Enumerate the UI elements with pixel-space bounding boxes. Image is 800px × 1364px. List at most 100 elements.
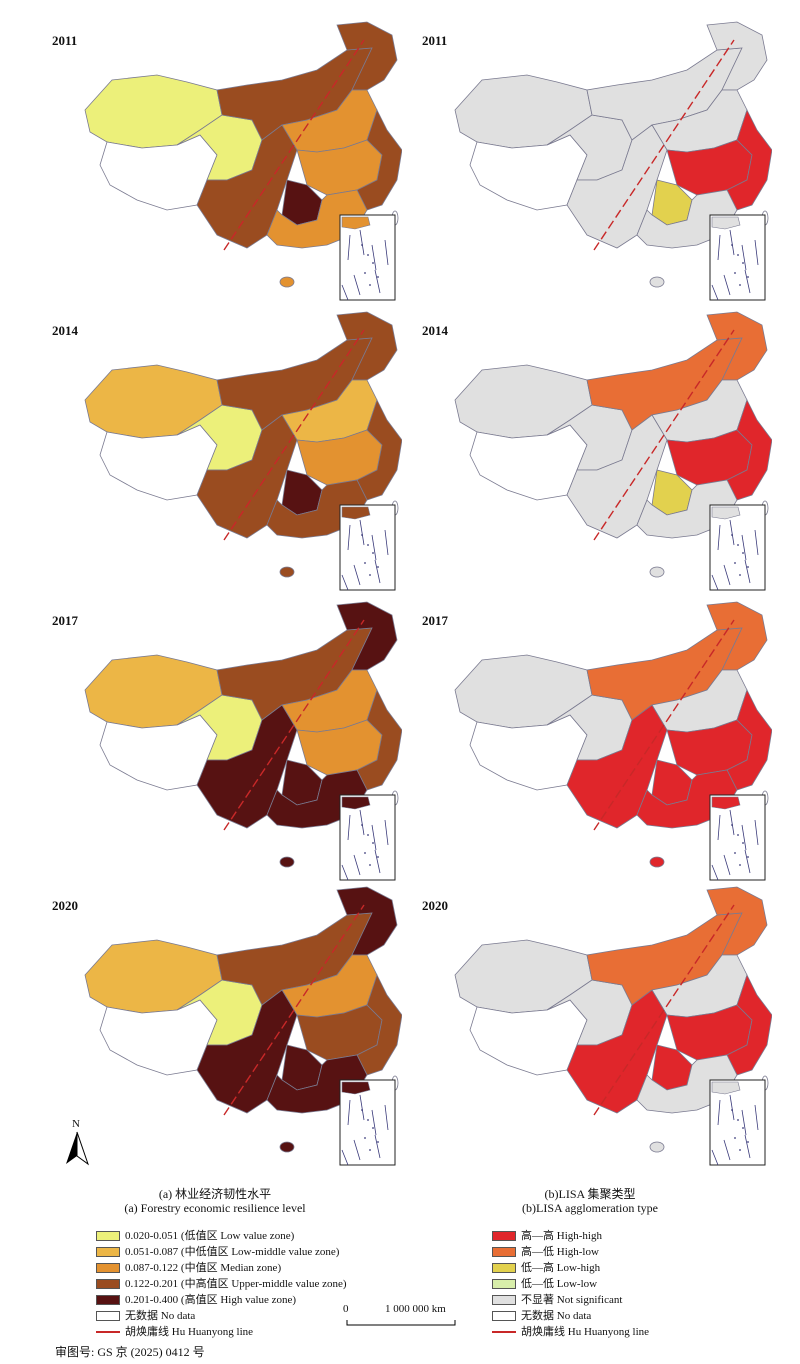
legend-item: 0.201-0.400 (高值区 High value zone) (96, 1292, 347, 1308)
north-label: N (72, 1118, 80, 1130)
region-east (726, 108, 772, 211)
hainan-island (279, 1141, 295, 1153)
panel-year-label: 2017 (52, 613, 78, 628)
legend-swatch-median (96, 1263, 120, 1273)
caption-a-cn: (a) 林业经济韧性水平 (158, 1187, 272, 1201)
hu-huanyong-line (223, 39, 365, 251)
region-ne (706, 311, 768, 381)
hu-huanyong-line (593, 619, 735, 831)
legend-swatch-lh (492, 1263, 516, 1273)
legend-label: 不显著 Not significant (521, 1294, 623, 1306)
b-map-2017 (454, 601, 772, 881)
legend-item: 不显著 Not significant (492, 1292, 649, 1308)
legend-label: 低—高 Low-high (521, 1262, 601, 1274)
legend-b: 高—高 High-high 高—低 High-low 低—高 Low-high 低—低… (492, 1228, 649, 1340)
south-china-sea-inset (339, 214, 396, 301)
hu-huanyong-line (593, 329, 735, 541)
legend-line-swatch (96, 1331, 120, 1333)
region-ne (336, 886, 398, 956)
scale-bar-line (346, 1320, 456, 1326)
legend-label: 低—低 Low-low (521, 1278, 598, 1290)
a-map-panel-2017: 2017 (42, 595, 402, 885)
caption-b-cn: (b)LISA 集聚类型 (544, 1187, 636, 1201)
hainan-island (649, 566, 665, 578)
region-east (726, 973, 772, 1076)
south-china-sea-inset (339, 794, 396, 881)
hu-huanyong-line (223, 904, 365, 1116)
legend-a: 0.020-0.051 (低值区 Low value zone) 0.051-0.… (96, 1228, 347, 1340)
legend-label: 胡焕庸线 Hu Huanyong line (521, 1326, 650, 1338)
hu-huanyong-line (593, 904, 735, 1116)
legend-label: 高—高 High-high (521, 1230, 602, 1242)
legend-label: 胡焕庸线 Hu Huanyong line (125, 1326, 254, 1338)
legend-item: 低—低 Low-low (492, 1276, 649, 1292)
b-map-2020 (454, 886, 772, 1166)
region-ne (706, 601, 768, 671)
legend-item: 低—高 Low-high (492, 1260, 649, 1276)
caption-b: (b)LISA 集聚类型 (b)LISA agglomeration type (480, 1187, 700, 1215)
legend-item: 0.087-0.122 (中值区 Median zone) (96, 1260, 347, 1276)
legend-label: 无数据 No data (125, 1310, 196, 1322)
legend-swatch-ns (492, 1295, 516, 1305)
b-map-2014 (454, 311, 772, 591)
legend-swatch-high (96, 1295, 120, 1305)
legend-swatch-uppermid (96, 1279, 120, 1289)
a-map-2020 (84, 886, 402, 1166)
south-china-sea-inset (339, 1079, 396, 1166)
a-map-panel-2020: 2020 (42, 880, 402, 1170)
caption-b-en: (b)LISA agglomeration type (522, 1201, 658, 1215)
scale-distance-label: 1 000 000 km (385, 1303, 446, 1315)
legend-swatch-nodata (96, 1311, 120, 1321)
north-arrow-icon: N (62, 1118, 92, 1168)
region-ne (336, 311, 398, 381)
legend-item: 无数据 No data (96, 1308, 347, 1324)
legend-item: 无数据 No data (492, 1308, 649, 1324)
legend-swatch-ll (492, 1279, 516, 1289)
legend-label: 高—低 High-low (521, 1246, 599, 1258)
hainan-island (649, 1141, 665, 1153)
caption-a-en: (a) Forestry economic resilience level (124, 1201, 306, 1215)
region-east (356, 108, 402, 211)
legend-line-swatch (492, 1331, 516, 1333)
a-map-2017 (84, 601, 402, 881)
region-ne (706, 886, 768, 956)
b-map-panel-2011: 2011 (412, 15, 772, 305)
a-map-2014 (84, 311, 402, 591)
caption-a: (a) 林业经济韧性水平 (a) Forestry economic resil… (80, 1187, 350, 1215)
legend-label: 0.051-0.087 (中低值区 Low-middle value zone) (125, 1246, 340, 1258)
legend-label: 0.020-0.051 (低值区 Low value zone) (125, 1230, 295, 1242)
b-map-panel-2017: 2017 (412, 595, 772, 885)
legend-label: 0.087-0.122 (中值区 Median zone) (125, 1262, 282, 1274)
legend-item: 高—低 High-low (492, 1244, 649, 1260)
region-east (356, 398, 402, 501)
legend-item-hu-line: 胡焕庸线 Hu Huanyong line (96, 1324, 347, 1340)
legend-swatch-hh (492, 1231, 516, 1241)
scale-bar: 0 1 000 000 km (340, 1303, 460, 1333)
panel-year-label: 2011 (52, 33, 78, 48)
legend-label: 无数据 No data (521, 1310, 592, 1322)
south-china-sea-inset (709, 1079, 766, 1166)
panel-year-label: 2014 (52, 323, 78, 338)
panel-year-label: 2017 (422, 613, 448, 628)
legend-swatch-hl (492, 1247, 516, 1257)
a-map-panel-2014: 2014 (42, 305, 402, 595)
hu-huanyong-line (223, 329, 365, 541)
legend-item: 0.020-0.051 (低值区 Low value zone) (96, 1228, 347, 1244)
panel-year-label: 2011 (422, 33, 448, 48)
panel-year-label: 2014 (422, 323, 448, 338)
hainan-island (279, 566, 295, 578)
legend-swatch-nodata (492, 1311, 516, 1321)
b-map-2011 (454, 21, 772, 301)
hu-huanyong-line (223, 619, 365, 831)
a-map-panel-2011: 2011 (42, 15, 402, 305)
region-east (726, 688, 772, 791)
scale-zero-label: 0 (343, 1303, 349, 1315)
legend-label: 0.201-0.400 (高值区 High value zone) (125, 1294, 297, 1306)
south-china-sea-inset (709, 794, 766, 881)
legend-item: 0.051-0.087 (中低值区 Low-middle value zone) (96, 1244, 347, 1260)
legend-swatch-lowmid (96, 1247, 120, 1257)
south-china-sea-inset (709, 504, 766, 591)
legend-label: 0.122-0.201 (中高值区 Upper-middle value zon… (125, 1278, 347, 1290)
region-ne (706, 21, 768, 91)
region-ne (336, 601, 398, 671)
